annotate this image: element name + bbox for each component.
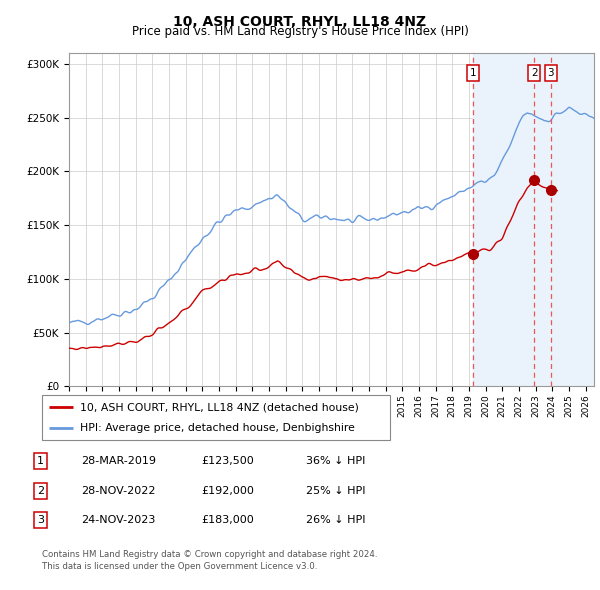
Text: Price paid vs. HM Land Registry's House Price Index (HPI): Price paid vs. HM Land Registry's House … xyxy=(131,25,469,38)
Text: 25% ↓ HPI: 25% ↓ HPI xyxy=(306,486,365,496)
FancyBboxPatch shape xyxy=(42,395,390,440)
Text: This data is licensed under the Open Government Licence v3.0.: This data is licensed under the Open Gov… xyxy=(42,562,317,571)
Text: 3: 3 xyxy=(37,516,44,525)
Text: 2: 2 xyxy=(37,486,44,496)
Text: 1: 1 xyxy=(37,457,44,466)
Text: 28-MAR-2019: 28-MAR-2019 xyxy=(81,457,156,466)
Text: 26% ↓ HPI: 26% ↓ HPI xyxy=(306,516,365,525)
Text: 10, ASH COURT, RHYL, LL18 4NZ (detached house): 10, ASH COURT, RHYL, LL18 4NZ (detached … xyxy=(80,402,359,412)
Text: 1: 1 xyxy=(470,68,476,78)
Text: 24-NOV-2023: 24-NOV-2023 xyxy=(81,516,155,525)
Text: £183,000: £183,000 xyxy=(201,516,254,525)
Text: 10, ASH COURT, RHYL, LL18 4NZ: 10, ASH COURT, RHYL, LL18 4NZ xyxy=(173,15,427,29)
Text: 2: 2 xyxy=(531,68,538,78)
Text: Contains HM Land Registry data © Crown copyright and database right 2024.: Contains HM Land Registry data © Crown c… xyxy=(42,550,377,559)
Bar xyxy=(473,53,594,386)
Text: £192,000: £192,000 xyxy=(201,486,254,496)
Bar xyxy=(551,53,594,386)
Text: £123,500: £123,500 xyxy=(201,457,254,466)
Text: 28-NOV-2022: 28-NOV-2022 xyxy=(81,486,155,496)
Text: 36% ↓ HPI: 36% ↓ HPI xyxy=(306,457,365,466)
Text: 3: 3 xyxy=(547,68,554,78)
Text: HPI: Average price, detached house, Denbighshire: HPI: Average price, detached house, Denb… xyxy=(80,422,355,432)
